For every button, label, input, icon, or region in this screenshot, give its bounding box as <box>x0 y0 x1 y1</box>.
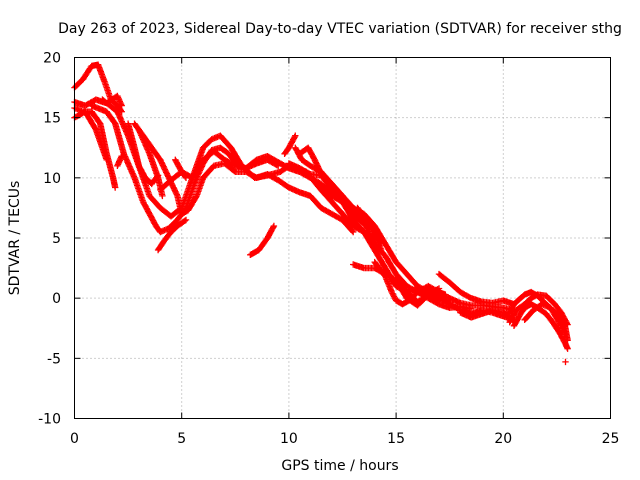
x-tick-label: 20 <box>494 431 512 447</box>
y-tick-label: 0 <box>52 291 61 307</box>
series-track-15 <box>281 132 299 157</box>
y-tick-label: 20 <box>43 51 61 67</box>
x-tick-label: 10 <box>280 431 298 447</box>
series-track-12 <box>154 216 190 254</box>
series-marks <box>435 270 518 308</box>
series-track-28 <box>510 301 571 352</box>
y-tick-label: -10 <box>38 412 61 428</box>
series-track-5 <box>114 153 125 169</box>
series-track-29 <box>521 301 569 338</box>
x-tick-label: 15 <box>387 431 405 447</box>
x-tick-label: 0 <box>70 431 79 447</box>
series-track-13 <box>172 156 190 181</box>
series-marks <box>124 120 162 188</box>
y-tick-label: 10 <box>43 171 61 187</box>
series-marks <box>114 153 125 169</box>
y-axis-label: SDTVAR / TECUs <box>7 181 23 296</box>
series-marks <box>506 291 571 328</box>
y-tick-label: -5 <box>47 351 61 367</box>
x-tick-label: 25 <box>602 431 620 447</box>
series-marks <box>354 204 385 254</box>
series-marks <box>457 307 513 321</box>
series-marks <box>281 132 299 157</box>
y-tick-label: 15 <box>43 111 61 127</box>
series-track-27 <box>506 291 571 328</box>
series-marks <box>131 120 357 236</box>
y-tick-label: 5 <box>52 231 61 247</box>
series-track-9 <box>124 120 162 188</box>
series-track-30 <box>562 358 569 366</box>
series-marks <box>562 358 569 366</box>
series-marks <box>510 301 571 352</box>
series-track-25 <box>457 307 513 321</box>
series-track-8 <box>131 120 357 236</box>
chart-title: Day 263 of 2023, Sidereal Day-to-day VTE… <box>58 21 622 37</box>
series-track-19 <box>354 204 385 254</box>
series-marks <box>154 216 190 254</box>
x-tick-label: 5 <box>177 431 186 447</box>
axis-ticks: 0 5 10 15 20 25 -10 -5 0 5 10 15 20 <box>38 51 619 448</box>
series-marks <box>247 222 278 258</box>
x-axis-label: GPS time / hours <box>281 458 398 474</box>
series-marks <box>172 156 190 181</box>
series-marks <box>521 301 569 338</box>
data-points <box>71 61 571 366</box>
series-marks <box>425 285 518 314</box>
series-track-14 <box>247 222 278 258</box>
series-track-24 <box>425 285 518 314</box>
grid-lines <box>74 57 611 419</box>
series-track-23 <box>435 270 518 308</box>
